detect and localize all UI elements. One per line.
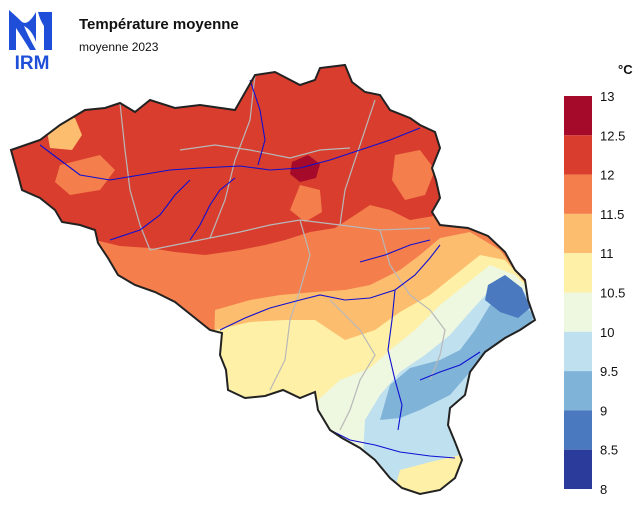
- river-scheldt: [39, 127, 421, 181]
- legend-swatch: [564, 410, 592, 450]
- zone-12-12-5: [11, 65, 460, 255]
- province-boundary: [379, 229, 446, 381]
- zone-flanders-pocket: [55, 155, 115, 195]
- legend-swatch: [564, 371, 592, 411]
- legend-tick-label: 10.5: [600, 286, 625, 301]
- river-leie: [109, 179, 191, 241]
- river-demer: [359, 239, 431, 263]
- legend-tick-label: 12: [600, 168, 614, 183]
- legend-swatch: [564, 213, 592, 254]
- zone-12-5-13-brussels: [290, 155, 320, 182]
- zone-hainaut-south: [225, 342, 275, 395]
- zone-brabant-pocket: [290, 185, 322, 222]
- rivers: [39, 79, 481, 459]
- legend-swatch: [564, 174, 592, 214]
- legend-swatch: [564, 253, 592, 293]
- province-boundary: [179, 144, 351, 159]
- river-dender: [189, 177, 236, 241]
- legend-bins: [564, 96, 592, 489]
- legend-tick-label: 11: [600, 246, 614, 261]
- legend-tick-label: 8: [600, 482, 607, 497]
- legend-ticks: 13 12.5 12 11.5 11 10.5 10 9.5 9 8.5 8: [600, 89, 625, 497]
- province-boundary: [329, 299, 376, 431]
- logo-mark: [9, 10, 36, 50]
- legend-swatch: [564, 449, 592, 489]
- logo-mark-right: [38, 12, 52, 50]
- map-subtitle: moyenne 2023: [79, 40, 159, 54]
- legend-swatch: [564, 96, 592, 136]
- legend-tick-label: 10: [600, 325, 614, 340]
- zone-8-5-9: [485, 275, 530, 318]
- river-canal-north: [249, 79, 266, 166]
- logo-text: IRM: [15, 53, 50, 72]
- province-boundary: [209, 74, 256, 239]
- legend-tick-label: 9.5: [600, 364, 618, 379]
- irm-logo: IRM: [9, 10, 52, 72]
- river-ourthe: [419, 351, 481, 381]
- legend-unit: °C: [618, 62, 633, 77]
- color-legend: °C 13 12.5 12 11.5 11 10.5 10 9.5 9 8.5 8: [564, 62, 633, 497]
- river-semois: [329, 429, 456, 459]
- river-sambre-meuse: [219, 244, 441, 331]
- zone-kempen-pocket: [392, 150, 435, 200]
- map-title: Température moyenne: [79, 16, 239, 33]
- legend-tick-label: 9: [600, 403, 607, 418]
- legend-tick-label: 11.5: [600, 207, 624, 222]
- province-boundary: [149, 219, 431, 251]
- zone-9-9-5: [380, 295, 535, 420]
- province-boundary: [269, 219, 311, 391]
- belgium-border: [9, 63, 537, 496]
- legend-tick-label: 12.5: [600, 128, 625, 143]
- legend-swatch: [564, 331, 592, 372]
- river-meuse-south: [387, 289, 403, 431]
- province-boundaries: [119, 74, 446, 431]
- legend-tick-label: 13: [600, 89, 614, 104]
- zone-gaume: [390, 455, 470, 494]
- province-boundary: [339, 99, 376, 226]
- temperature-field: [11, 65, 535, 494]
- province-boundary: [119, 102, 151, 251]
- legend-swatch: [564, 135, 592, 175]
- legend-tick-label: 8.5: [600, 443, 618, 458]
- legend-swatch: [564, 292, 592, 332]
